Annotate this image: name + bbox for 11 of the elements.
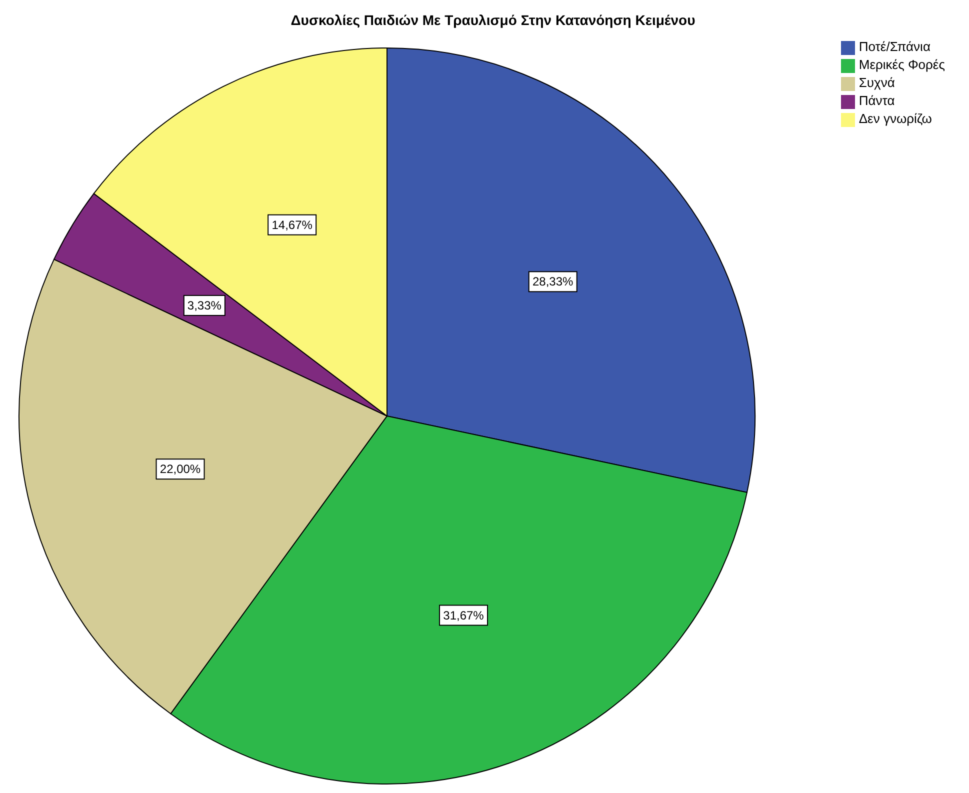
legend-label: Μερικές Φορές xyxy=(858,57,945,72)
data-label: 14,67% xyxy=(272,218,313,232)
data-label: 28,33% xyxy=(532,274,574,289)
data-label: 31,67% xyxy=(443,608,484,622)
data-label: 3,33% xyxy=(187,298,222,312)
legend-label: Πάντα xyxy=(858,93,895,108)
data-label: 22,00% xyxy=(160,462,201,476)
legend-label: Δεν γνωρίζω xyxy=(858,111,932,126)
chart-title: Δυσκολίες Παιδιών Με Τραυλισμό Στην Κατανόηση Κειμένου xyxy=(290,12,696,28)
legend-label: Συχνά xyxy=(858,75,895,90)
legend-label: Ποτέ/Σπάνια xyxy=(858,39,930,54)
